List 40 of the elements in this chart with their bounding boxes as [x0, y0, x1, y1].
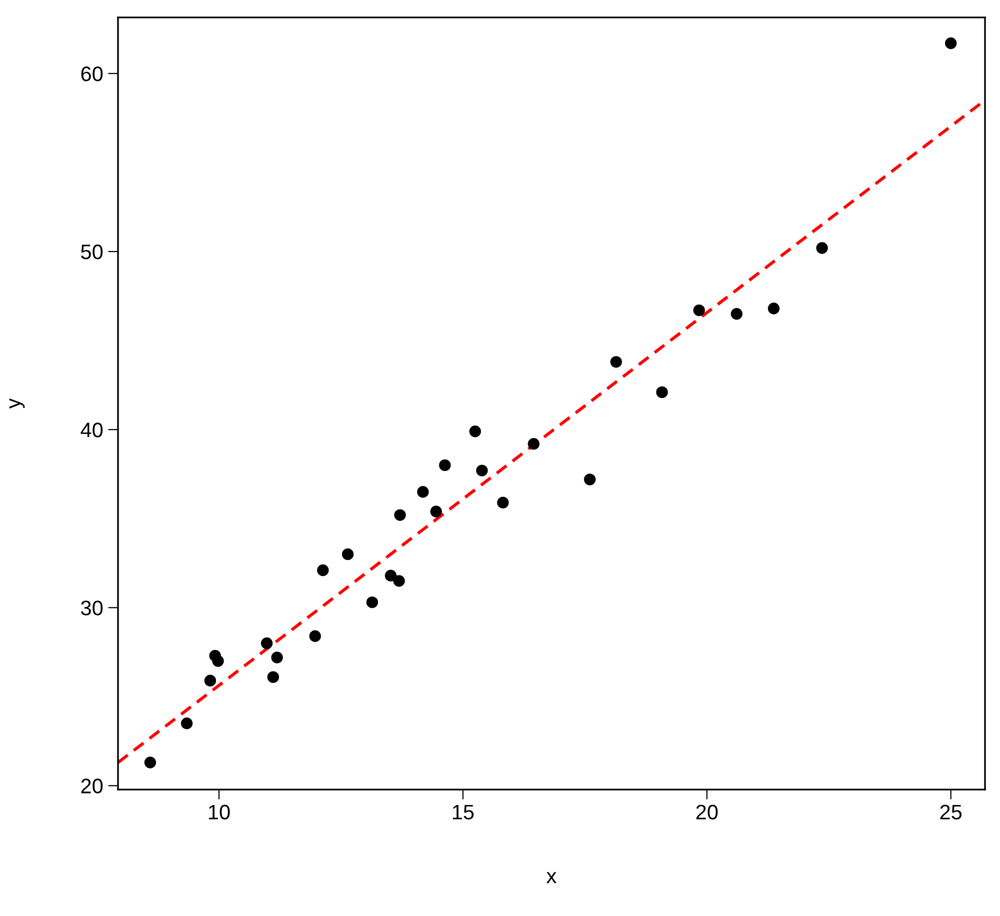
point — [317, 564, 329, 576]
y-tick-label: 40 — [80, 422, 103, 438]
point — [366, 596, 378, 608]
point — [204, 674, 216, 686]
x-tick-label: 20 — [696, 804, 718, 820]
point — [693, 304, 705, 316]
y-tick-label: 50 — [81, 244, 103, 260]
x-tick-label: 15 — [452, 804, 474, 820]
point — [497, 496, 509, 508]
point — [393, 575, 405, 587]
x-tick-label: 25 — [940, 804, 962, 820]
point — [476, 464, 488, 476]
point — [417, 486, 429, 498]
point — [528, 438, 540, 450]
y-axis-title: y — [9, 398, 25, 409]
point — [394, 509, 406, 521]
point — [271, 652, 283, 664]
x-tick-label: 10 — [209, 804, 230, 820]
point — [384, 570, 397, 582]
point — [584, 474, 596, 486]
point — [260, 637, 273, 650]
y-tick-label: 60 — [81, 66, 103, 82]
y-tick-label: 20 — [81, 778, 103, 794]
x-axis-title: x — [546, 872, 556, 884]
point — [816, 242, 828, 254]
point — [309, 630, 321, 642]
point — [212, 655, 224, 667]
point — [430, 506, 442, 518]
point — [656, 386, 668, 398]
point — [342, 548, 354, 560]
point — [730, 308, 743, 320]
point — [768, 302, 780, 314]
point — [180, 718, 193, 730]
y-tick-label: 30 — [81, 600, 103, 616]
point — [267, 671, 279, 683]
point — [945, 37, 957, 50]
point — [469, 426, 481, 438]
point — [439, 459, 451, 472]
point — [144, 756, 156, 768]
point — [610, 356, 622, 368]
